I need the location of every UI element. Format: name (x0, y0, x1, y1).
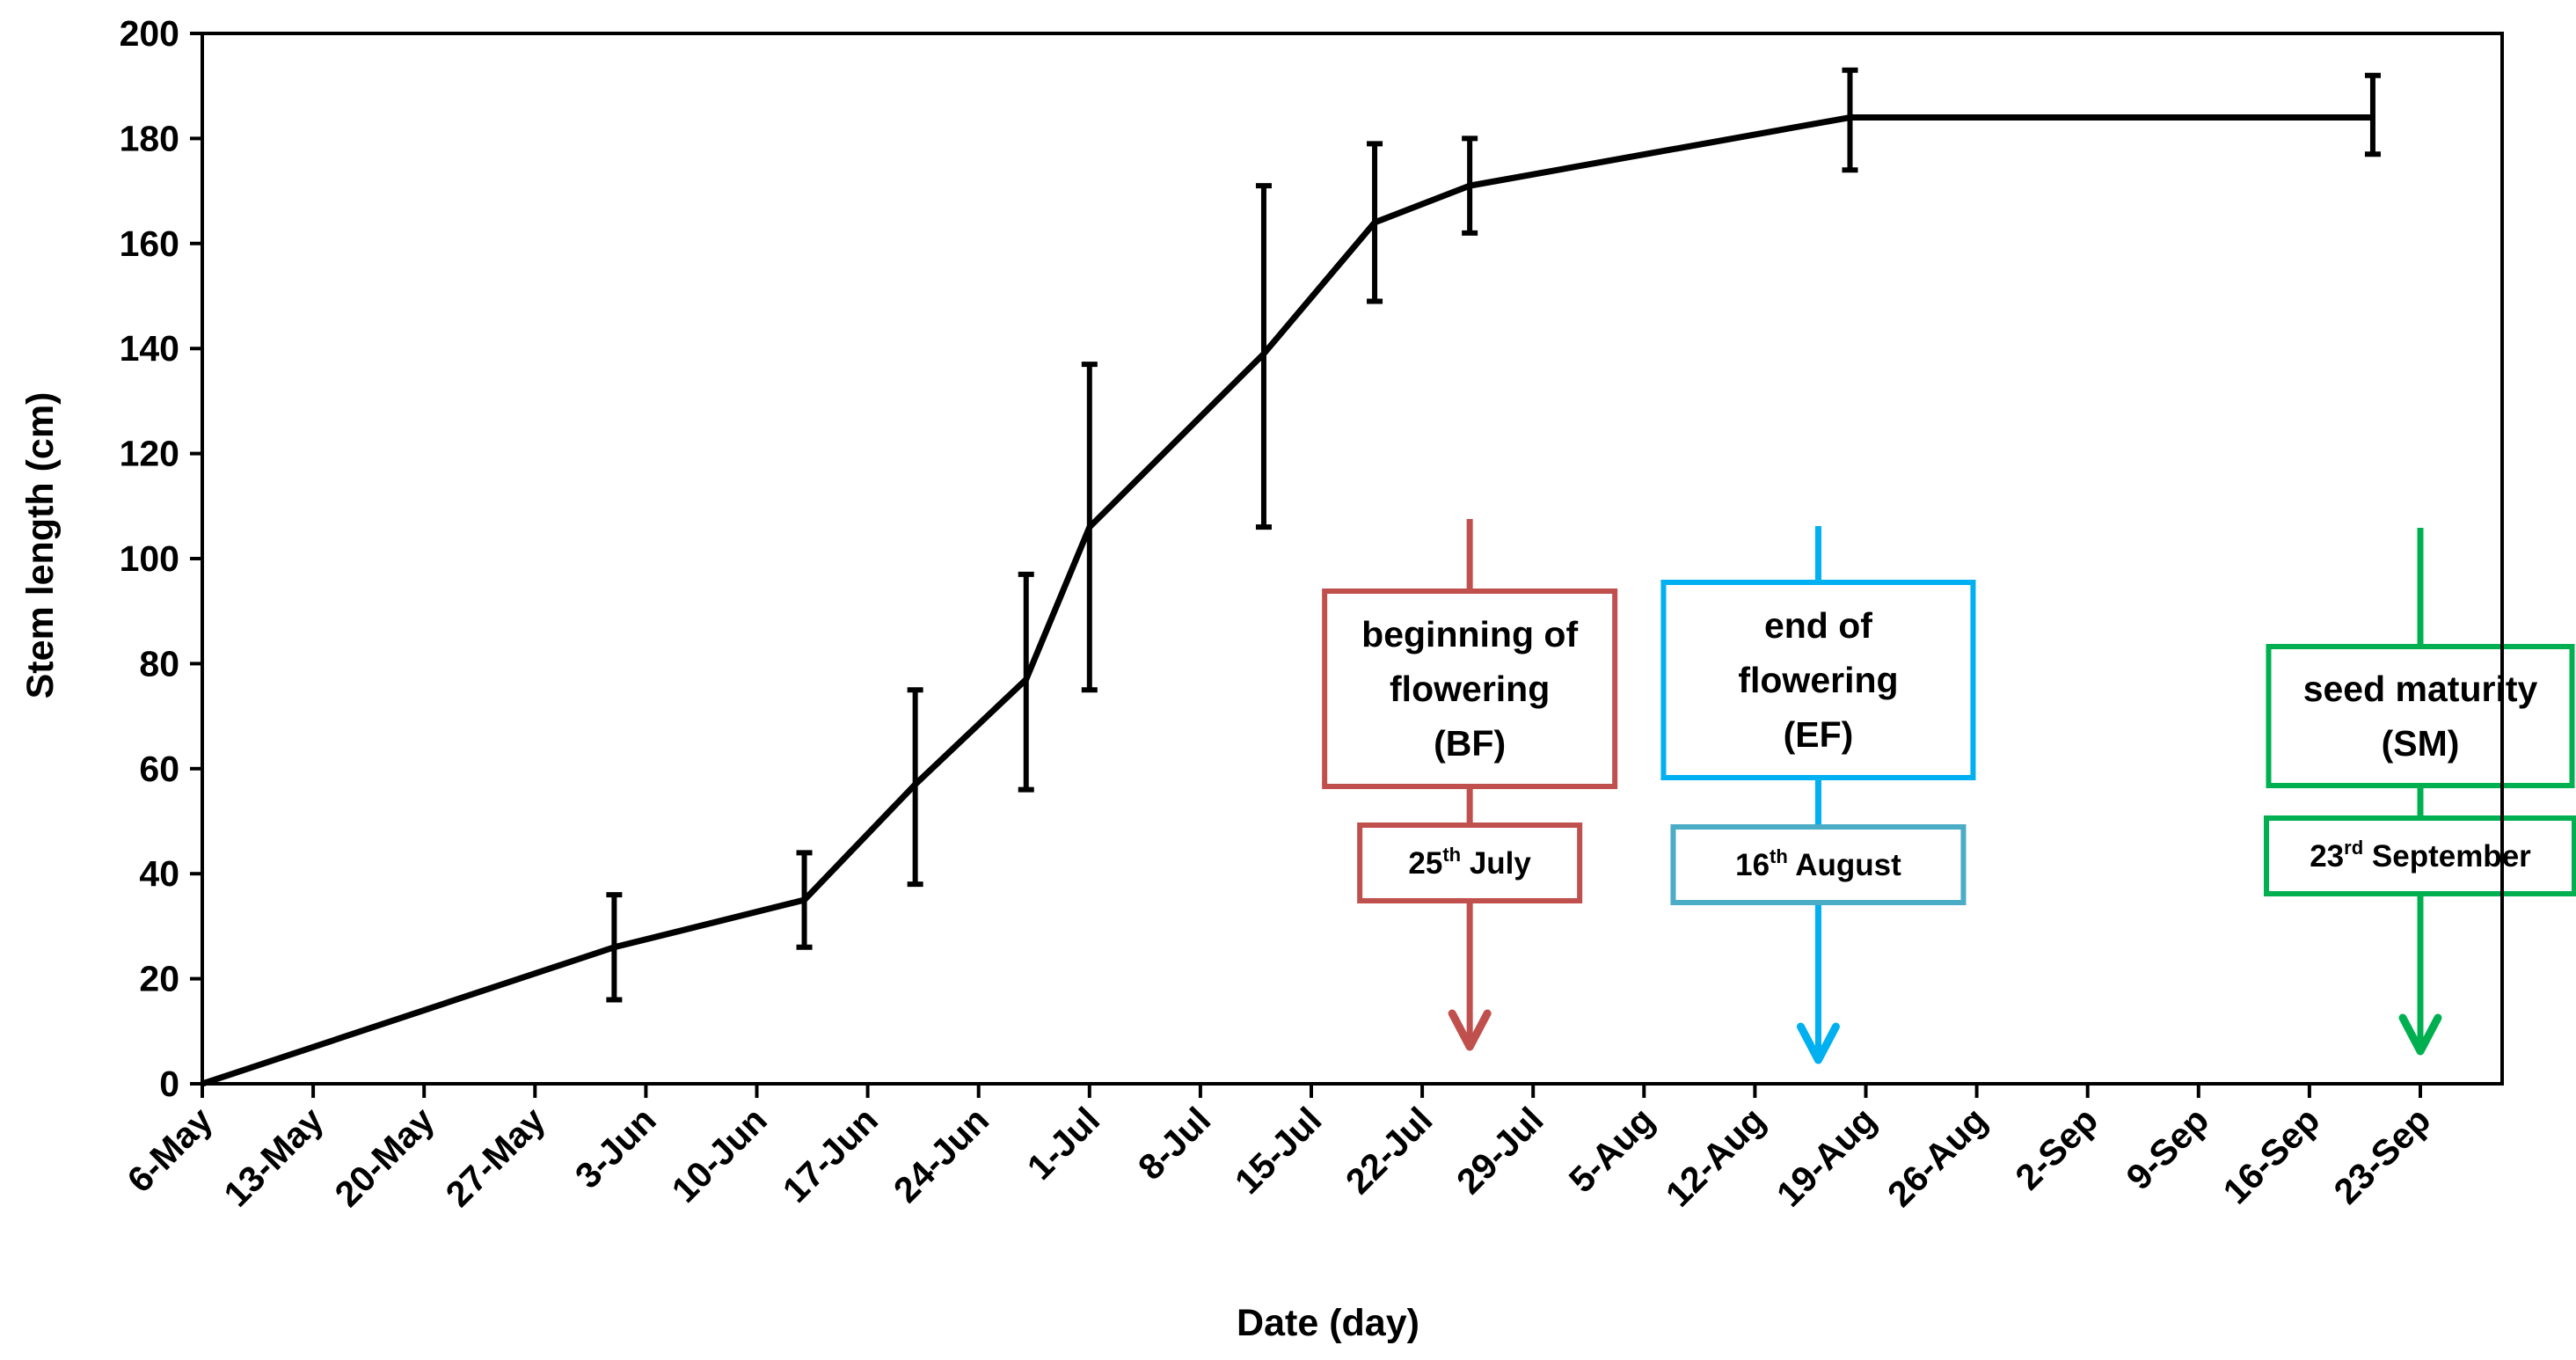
annotation-arrowhead-icon (2398, 1013, 2442, 1056)
annotation-label-box (2266, 644, 2575, 788)
y-tick-label: 120 (120, 434, 179, 474)
annotation-date-text: 16th August (1735, 845, 1901, 882)
annotation-bf: beginning of flowering (BF) 25th July (1322, 519, 1618, 1051)
annotation-ef: end of flowering (EF) 16th August (1660, 526, 1976, 1064)
annotation-date-text: 23rd September (2310, 837, 2531, 874)
annotation-label-line: flowering (1390, 669, 1550, 709)
y-tick-label: 80 (139, 643, 179, 684)
annotation-date-text: 25th July (1408, 844, 1531, 881)
annotation-date-box (2264, 815, 2576, 896)
x-axis-title: Date (day) (1237, 1302, 1419, 1344)
annotation-sm: seed maturity (SM) 23rd September (2264, 528, 2576, 1056)
y-tick-label: 0 (159, 1064, 179, 1104)
annotation-label-line: flowering (1738, 660, 1898, 700)
y-tick-label: 160 (120, 223, 179, 264)
y-tick-label: 60 (139, 749, 179, 789)
y-tick-label: 180 (120, 118, 179, 158)
y-tick-label: 20 (139, 959, 179, 999)
y-tick-label: 140 (120, 328, 179, 369)
annotation-label-box (1322, 589, 1618, 789)
y-axis-title: Stem length (cm) (19, 392, 62, 699)
annotation-date-box (1670, 824, 1967, 905)
annotation-label-box (1660, 580, 1976, 780)
y-tick-label: 40 (139, 853, 179, 894)
y-tick-label: 200 (120, 13, 179, 54)
annotation-label-line: (BF) (1434, 723, 1506, 764)
annotation-label-line: end of (1764, 605, 1872, 646)
annotation-label-line: seed maturity (2303, 669, 2538, 709)
annotation-label-line: (SM) (2382, 723, 2460, 764)
annotation-label-line: beginning of (1361, 614, 1578, 654)
annotation-date-box (1357, 823, 1583, 903)
annotation-label-line: (EF) (1784, 714, 1854, 755)
y-tick-label: 100 (120, 538, 179, 579)
annotation-arrowhead-icon (1796, 1022, 1840, 1064)
annotation-arrowhead-icon (1448, 1009, 1492, 1051)
